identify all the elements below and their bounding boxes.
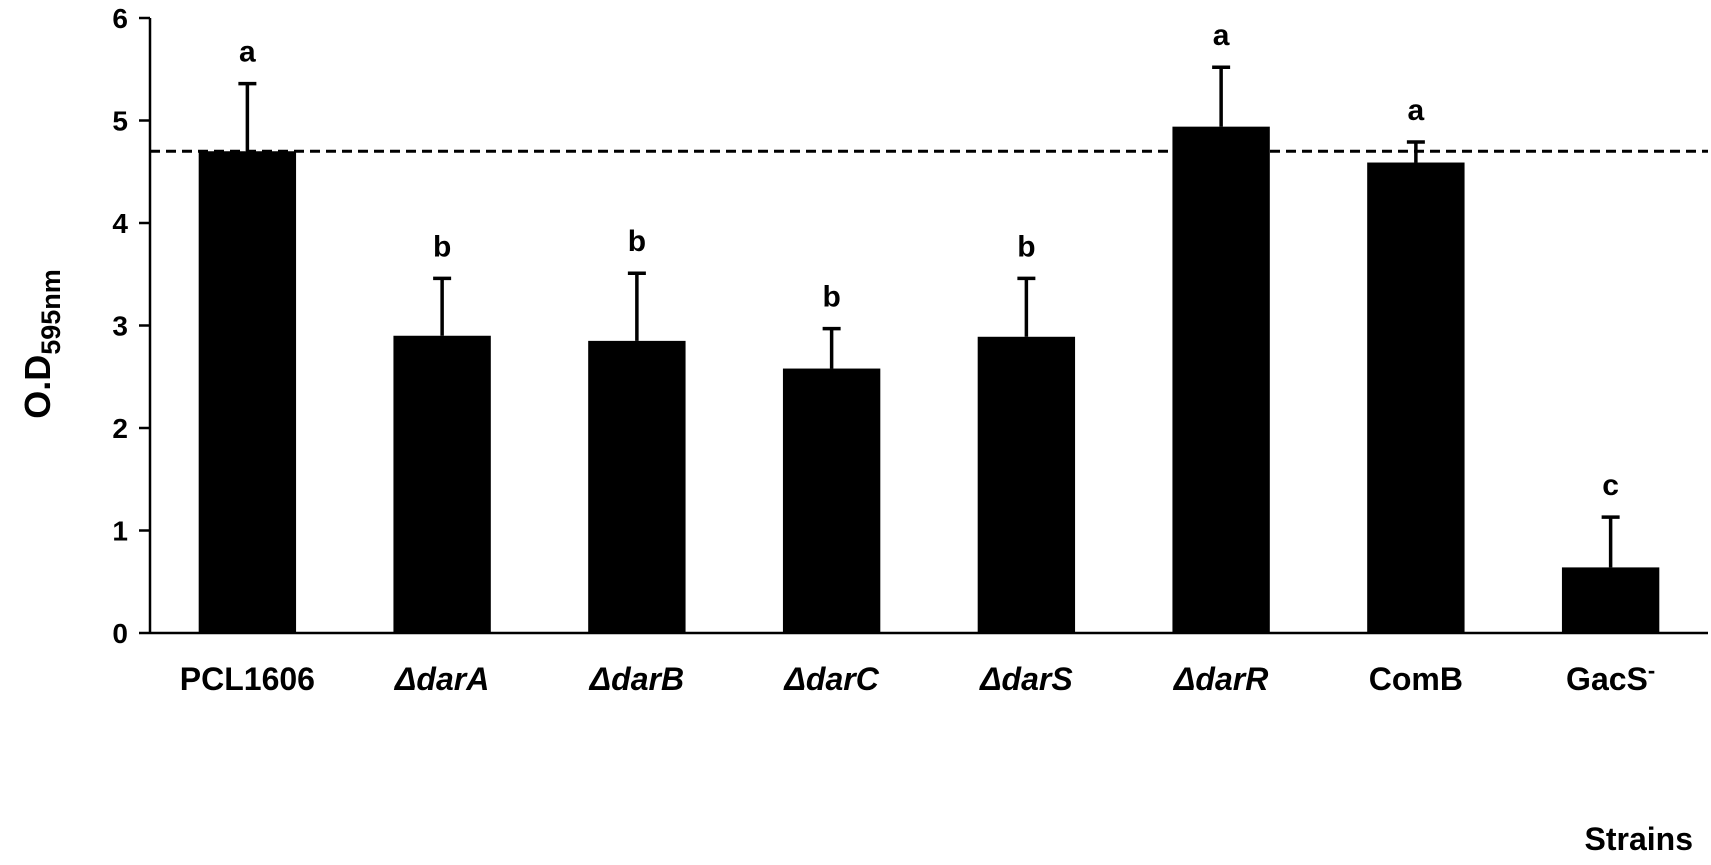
x-tick-labels: PCL1606 ΔdarA ΔdarB ΔdarC ΔdarS ΔdarR ComB GacS… [180,658,1655,697]
error-bar [1212,65,1231,127]
bar [198,151,297,633]
bar [1172,126,1270,634]
x-tick-label: ΔdarR [1173,661,1268,697]
x-tick-label: ΔdarC [783,661,879,697]
y-tick-label: 1 [112,516,128,547]
bar [1561,567,1660,633]
significance-letter: a [1408,94,1425,127]
x-tick-label: ΔdarS [979,661,1073,697]
x-axis-label: Strains [1585,821,1693,857]
y-axis-label-sub: 595nm [36,269,66,355]
y-tick-label: 5 [112,106,128,137]
bar [977,336,1076,633]
y-tick-label: 3 [112,311,128,342]
x-tick-label: ΔdarB [589,661,684,697]
error-bar [627,271,646,341]
x-tick-label: ComB [1369,661,1463,697]
significance-letters: a b b b b a a c [239,19,1619,502]
significance-letter: b [822,281,840,314]
y-axis-label-main: O.D [17,355,58,419]
significance-letter: b [1017,230,1035,263]
bars [198,126,1660,634]
bar [588,340,686,633]
bar [1367,162,1465,633]
y-axis-label: O.D595nm [17,269,66,419]
bar [393,335,491,633]
error-bars [238,65,1620,568]
error-bar [1601,515,1620,568]
significance-letter: c [1602,469,1619,502]
y-tick-label: 4 [112,208,128,239]
y-tick-label: 6 [112,3,128,34]
y-tick-label: 2 [112,413,128,444]
error-bar [433,276,452,336]
error-bar [238,81,257,152]
significance-letter: b [433,230,451,263]
x-tick-label: ΔdarA [394,661,489,697]
significance-letter: a [239,36,256,69]
error-bar [822,326,841,369]
x-tick-label: GacS- [1566,658,1655,697]
y-axis: 0 1 2 3 4 5 6 [112,3,150,649]
significance-letter: a [1213,19,1230,52]
y-tick-label: 0 [112,618,128,649]
x-tick-label: PCL1606 [180,661,315,697]
bar [782,368,881,633]
error-bar [1017,276,1036,337]
significance-letter: b [628,225,646,258]
